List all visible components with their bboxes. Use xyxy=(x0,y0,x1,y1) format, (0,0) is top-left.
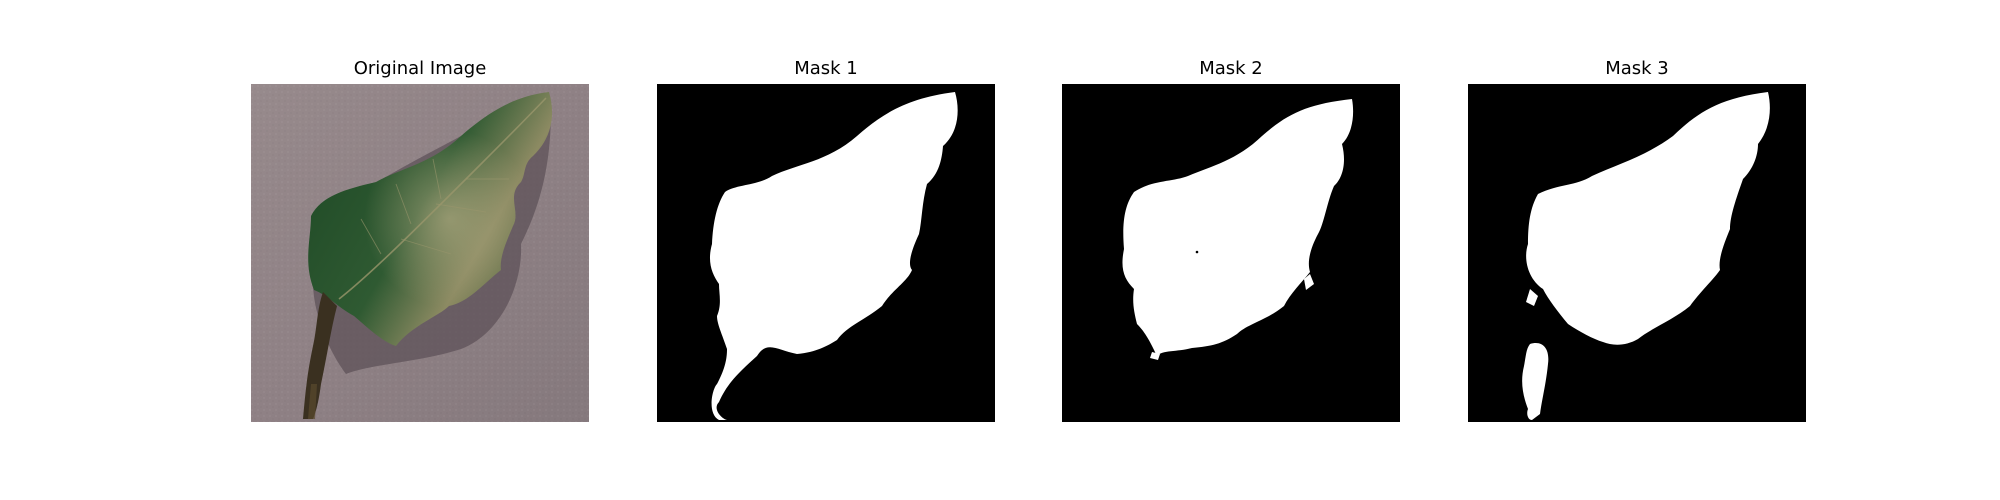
mask-region xyxy=(1526,92,1770,345)
panel-mask-2: Mask 2 xyxy=(1062,0,1400,500)
segmentation-mask xyxy=(657,84,995,422)
panel-mask-3: Mask 3 xyxy=(1468,0,1806,500)
panel-title: Original Image xyxy=(353,58,487,79)
segmentation-mask xyxy=(1062,84,1400,422)
panel-title: Mask 1 xyxy=(794,58,858,79)
leaf-photo xyxy=(251,84,589,422)
mask-region xyxy=(709,92,958,420)
leaf-midrib xyxy=(338,97,547,300)
segmentation-mask xyxy=(1468,84,1806,422)
panel-mask-1: Mask 1 xyxy=(657,0,995,500)
mask-region-stem xyxy=(1522,343,1549,420)
mask-region xyxy=(1122,99,1354,356)
panel-title: Mask 2 xyxy=(1199,58,1263,79)
panel-title: Mask 3 xyxy=(1605,58,1669,79)
panel-original-image: Original Image xyxy=(251,0,589,500)
